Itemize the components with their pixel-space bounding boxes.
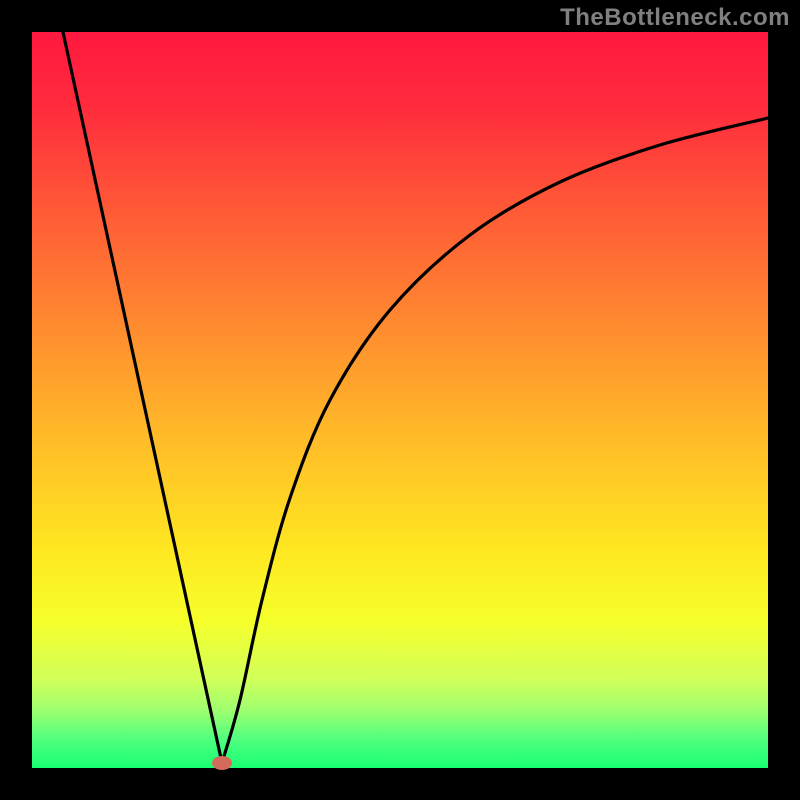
curve-vertex-marker [212, 756, 232, 770]
plot-frame-border [0, 0, 800, 800]
attribution-watermark: TheBottleneck.com [560, 4, 790, 32]
chart-stage: TheBottleneck.com [0, 0, 800, 800]
